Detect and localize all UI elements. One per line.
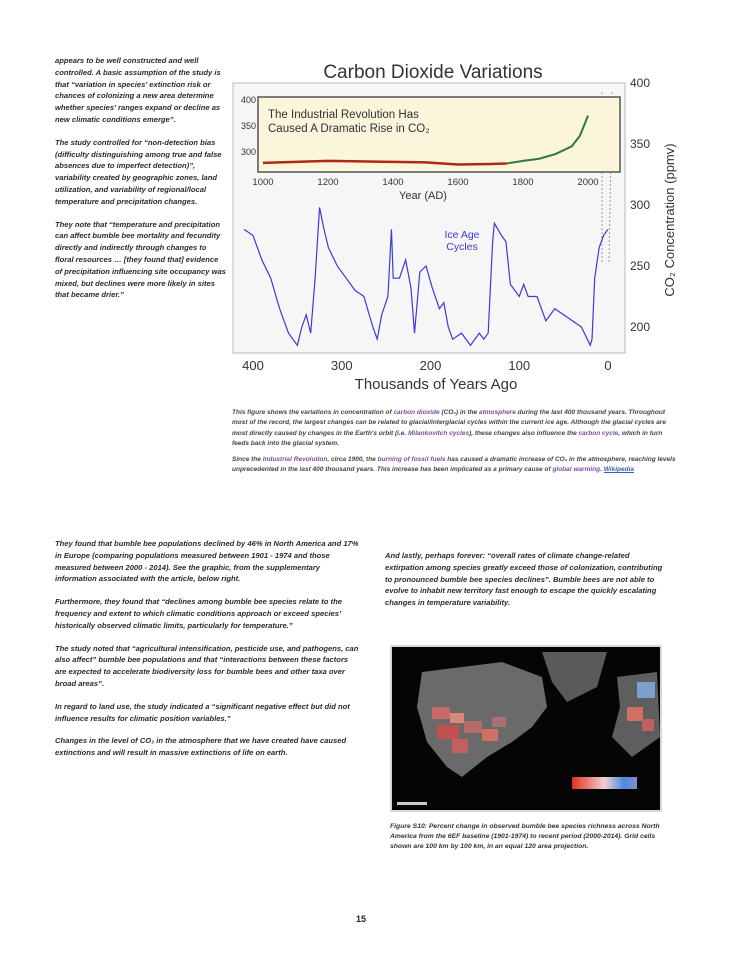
co2-figure: Carbon Dioxide Variations 400 350 300 250 20… — [228, 52, 680, 397]
caption-paragraph-2: Since the Industrial Revolution, circa 1… — [232, 455, 677, 476]
inset-x-tick-label: 1200 — [317, 177, 338, 188]
left-column-text: appears to be well constructed and well … — [55, 55, 227, 312]
y-axis-label: CO₂ Concentration (ppmv) — [662, 143, 677, 296]
bumble-bee-change-map — [390, 645, 662, 812]
inset-x-tick-label: 1400 — [382, 177, 403, 188]
link-global-warming[interactable]: global warming — [552, 466, 601, 474]
caption-paragraph-1: This figure shows the variations in conc… — [232, 408, 677, 449]
link-wikipedia[interactable]: Wikipedia — [603, 466, 635, 474]
caption-text: (CO₂) in the — [439, 409, 479, 416]
link-fossil-fuels[interactable]: burning of fossil fuels — [377, 456, 446, 464]
color-scale-legend — [572, 777, 637, 789]
ice-age-annotation: Ice Age Cycles — [444, 229, 479, 253]
paragraph: They note that “temperature and precipit… — [55, 219, 226, 300]
caption-text: , which in turn feeds back into the glac… — [232, 429, 663, 447]
y-tick-label: 250 — [630, 259, 650, 273]
x-tick-label: 300 — [331, 358, 353, 373]
map-graphic — [397, 652, 660, 805]
link-industrial-revolution[interactable]: Industrial Revolution — [262, 456, 328, 464]
paragraph: They found that bumble bee populations d… — [55, 539, 359, 584]
page-number: 15 — [356, 914, 367, 924]
link-atmosphere[interactable]: atmosphere — [478, 409, 516, 416]
caption-text: This figure shows the variations in conc… — [232, 409, 394, 416]
inset-chart — [257, 96, 621, 173]
figure-title: Carbon Dioxide Variations — [323, 62, 542, 83]
inset-x-tick-label: 1800 — [512, 177, 533, 188]
caption-text: has caused a dramatic increase of CO₂ in… — [232, 456, 676, 474]
inset-y-tick-label: 400 — [241, 95, 256, 105]
x-tick-label: 400 — [242, 358, 264, 373]
inset-x-tick-label: 2000 — [577, 177, 598, 188]
x-tick-label: 0 — [604, 358, 611, 373]
inset-y-tick-label: 350 — [241, 121, 256, 131]
x-axis-label: Thousands of Years Ago — [355, 376, 518, 393]
inset-x-tick-label: 1600 — [447, 177, 468, 188]
industrial-co2-line — [506, 115, 589, 165]
link-carbon-dioxide[interactable]: carbon dioxide — [393, 409, 440, 416]
inset-x-tick-label: 1000 — [252, 177, 273, 188]
link-carbon-cycle[interactable]: carbon cycle — [578, 429, 619, 437]
caption-text: during the last 400 thousand years. Thro… — [232, 409, 666, 437]
figure-caption: This figure shows the variations in conc… — [232, 408, 677, 482]
caption-text: , circa 1900, the — [327, 456, 378, 464]
preindustrial-co2-line — [262, 159, 507, 166]
inset-title-line2: Caused A Dramatic Rise in CO₂ — [268, 123, 430, 135]
paragraph: And lastly, perhaps forever: “overall ra… — [385, 551, 663, 608]
inset-x-label: Year (AD) — [399, 190, 447, 202]
caption-text: . — [600, 466, 604, 474]
bottom-right-text: And lastly, perhaps forever: “overall ra… — [385, 550, 670, 620]
link-milankovitch[interactable]: Milankovitch cycles — [408, 429, 470, 437]
y-tick-label: 300 — [630, 198, 650, 212]
caption-text: ), these changes also influence the — [469, 429, 579, 437]
paragraph: appears to be well constructed and well … — [55, 56, 221, 124]
y-tick-label: 350 — [630, 137, 650, 151]
paragraph: The study noted that “agricultural inten… — [55, 643, 359, 688]
inset-title: The Industrial Revolution Has — [268, 109, 419, 121]
x-tick-label: 200 — [420, 358, 442, 373]
map-caption-text: Figure S10: Percent change in observed b… — [390, 823, 660, 850]
paragraph: The study controlled for “non-detection … — [55, 137, 222, 206]
bottom-left-text: They found that bumble bee populations d… — [55, 538, 360, 770]
caption-text: Since the — [232, 456, 263, 464]
paragraph: Changes in the level of CO₂ in the atmos… — [55, 736, 347, 758]
y-tick-label: 400 — [630, 76, 650, 90]
ice-age-co2-line — [243, 207, 609, 347]
map-caption: Figure S10: Percent change in observed b… — [390, 822, 670, 852]
inset-y-tick-label: 300 — [241, 147, 256, 157]
paragraph: Furthermore, they found that “declines a… — [55, 597, 342, 630]
y-tick-label: 200 — [630, 320, 650, 334]
paragraph: In regard to land use, the study indicat… — [55, 701, 350, 723]
x-tick-label: 100 — [508, 358, 530, 373]
